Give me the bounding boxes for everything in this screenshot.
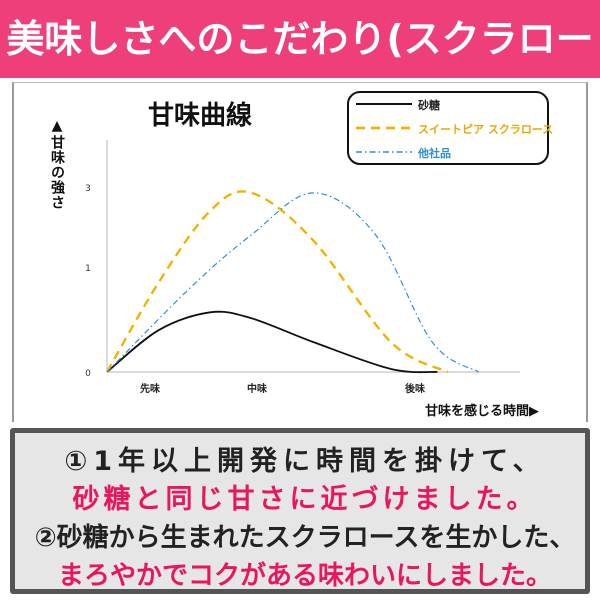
- chart-title: 甘味曲線: [148, 100, 252, 131]
- note-line-4: まろやかでコクがある味わいにしました。: [57, 561, 552, 591]
- legend-label-1: スイートピア スクラロース: [418, 123, 553, 136]
- y-axis-label: ▲甘味の強さ: [49, 118, 65, 210]
- note-line-3: ②砂糖から生まれたスクラロースを生かした、: [34, 523, 576, 553]
- y-axis-label-text: ▲甘味の強さ: [49, 118, 65, 210]
- note-line-1: ①1年以上開発に時間を掛けて、: [64, 446, 546, 477]
- x-axis-label: 甘味を感じる時間▶: [425, 403, 539, 419]
- notes-box: ①1年以上開発に時間を掛けて、 砂糖と同じ甘さに近づけました。 ②砂糖から生まれ…: [10, 428, 590, 594]
- chart-frame: [12, 82, 588, 422]
- page-title: 美味しさへのこだわり(スクラロース): [6, 17, 594, 139]
- x-tick-label-0: 先味: [140, 382, 160, 395]
- legend-label-2: 他社品: [417, 146, 451, 160]
- series-line-2: [106, 192, 480, 373]
- x-tick-label-2: 後味: [405, 382, 425, 395]
- y-tick-label-2: 3: [85, 184, 91, 194]
- y-tick-label-0: 0: [85, 369, 91, 379]
- series-line-0: [106, 310, 438, 374]
- legend-label-0: 砂糖: [418, 98, 440, 112]
- note-line-2: 砂糖と同じ甘さに近づけました。: [72, 484, 538, 515]
- header-banner: [0, 0, 600, 78]
- series-line-1: [105, 190, 449, 374]
- y-tick-label-1: 1: [85, 264, 91, 274]
- x-tick-label-1: 中味: [247, 382, 267, 395]
- legend-box: [347, 91, 549, 165]
